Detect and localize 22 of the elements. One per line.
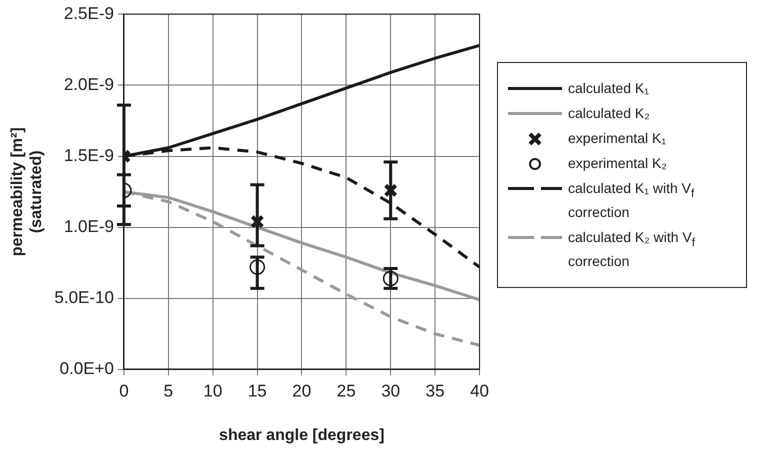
x-tick-label: 35 — [426, 381, 445, 400]
x-tick-label: 0 — [119, 381, 129, 400]
x-tick-label: 10 — [203, 381, 222, 400]
y-axis-title: permeability [m²] (saturated) — [9, 127, 46, 256]
x-axis-title: shear angle [degrees] — [219, 426, 384, 444]
legend-label: calculated K₁ — [568, 79, 649, 98]
x-tick-label: 25 — [336, 381, 356, 400]
legend-label: experimental K₁ — [568, 129, 666, 148]
y-tick-label: 1.0E-9 — [64, 217, 114, 236]
legend-label: calculated K₂ — [568, 104, 650, 123]
y-tick-label: 2.5E-9 — [64, 4, 114, 23]
x-tick-label: 5 — [164, 381, 174, 400]
x-tick-label: 30 — [381, 381, 400, 400]
text: calculated K₂ with V$_{f}$ correction — [568, 228, 695, 269]
legend-label: experimental K₂ — [568, 154, 667, 173]
y-tick-label: 2.0E-9 — [64, 74, 114, 94]
y-tick-label: 0.0E+0 — [60, 359, 114, 378]
y-tick-label: 1.5E-9 — [64, 146, 114, 165]
x-tick-label: 40 — [470, 381, 490, 400]
x-tick-label: 15 — [248, 381, 267, 400]
x-tick-label: 20 — [292, 381, 312, 400]
y-tick-label: 5.0E-10 — [54, 288, 114, 308]
